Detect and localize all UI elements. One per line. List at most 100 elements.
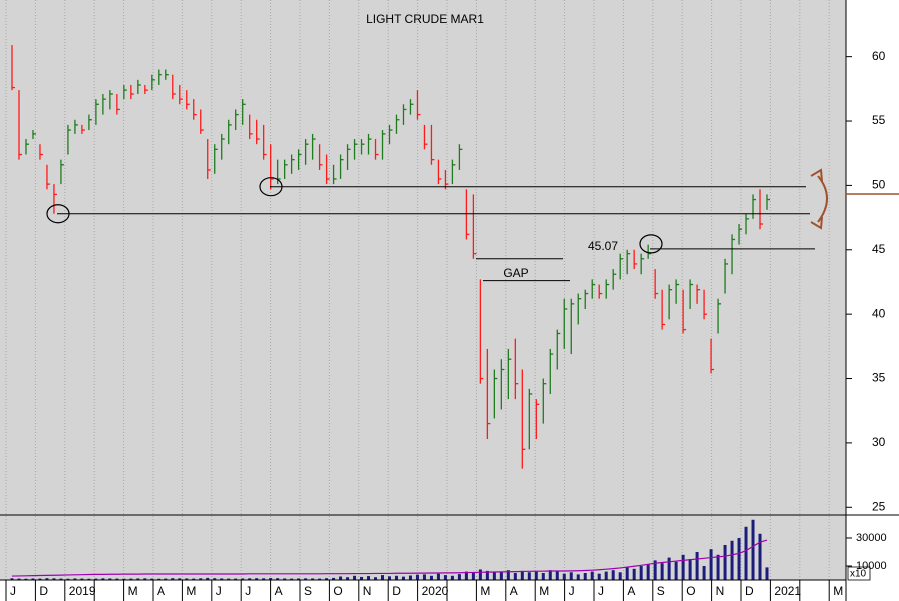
gap-annotation: GAP: [503, 266, 528, 280]
volume-bar: [457, 574, 461, 580]
volume-bar: [450, 575, 454, 580]
volume-bar: [192, 578, 196, 580]
y-tick-label: 55: [872, 113, 886, 127]
x-tick-label: M: [833, 584, 843, 598]
volume-bar: [143, 578, 147, 580]
x-tick-label: N: [716, 584, 725, 598]
volume-bar: [422, 574, 426, 580]
marks: [10, 45, 770, 580]
volume-bar: [527, 572, 531, 580]
volume-bar: [101, 578, 105, 580]
x-tick-label: A: [510, 584, 518, 598]
x-tick-label: J: [245, 584, 251, 598]
volume-bar: [283, 578, 287, 580]
volume-bar: [24, 578, 28, 580]
volume-bar: [408, 575, 412, 580]
volume-bar: [73, 578, 77, 580]
volume-bar: [464, 571, 468, 580]
volume-average: [11, 539, 768, 577]
volume-bar: [639, 565, 643, 580]
volume-bar: [555, 570, 559, 580]
x-tick-label: M: [186, 584, 196, 598]
volume-bar: [611, 570, 615, 580]
x-tick-label: S: [304, 584, 312, 598]
x-tick-label: J: [598, 584, 604, 598]
x-tick-label: M: [480, 584, 490, 598]
level-circle: [639, 234, 663, 254]
volume-bar: [164, 578, 168, 580]
y-tick-label: 60: [872, 49, 886, 63]
x-tick-label: N: [363, 584, 372, 598]
x-tick-label: D: [39, 584, 48, 598]
volume-bar: [360, 576, 364, 580]
volume-bar: [646, 564, 650, 580]
x-tick-label: M: [539, 584, 549, 598]
volume-bar: [513, 572, 517, 580]
volume-bar: [297, 578, 301, 580]
volume-bar: [262, 578, 266, 580]
volume-bar: [548, 570, 552, 580]
volume-bar: [583, 572, 587, 580]
volume-bar: [157, 578, 161, 580]
volume-bar: [381, 575, 385, 580]
volume-bar: [478, 569, 482, 580]
x-tick-label: O: [333, 584, 342, 598]
volume-bar: [625, 567, 629, 580]
grid: [5, 0, 830, 580]
x-tick-label: J: [216, 584, 222, 598]
volume-bar: [541, 572, 545, 580]
volume-bar: [667, 557, 671, 580]
level-circle: [259, 177, 283, 197]
volume-bar: [576, 574, 580, 580]
volume-bar: [241, 578, 245, 580]
volume-bar: [758, 533, 762, 580]
volume-bar: [311, 578, 315, 580]
x-tick-label: D: [392, 584, 401, 598]
volume-bar: [436, 573, 440, 580]
volume-bar: [695, 551, 699, 580]
volume-bar: [234, 578, 238, 580]
y-tick-label: 50: [872, 178, 886, 192]
level-circle: [46, 204, 70, 224]
volume-bar: [136, 578, 140, 580]
x-tick-label: M: [128, 584, 138, 598]
volume-bar: [681, 554, 685, 580]
volume-bar: [415, 574, 419, 580]
volume-bar: [66, 578, 70, 580]
range-arrow: [817, 175, 828, 223]
level-label: 45.07: [588, 239, 618, 253]
volume-bar: [471, 572, 475, 580]
volume-bar: [401, 576, 405, 580]
volume-bar: [597, 573, 601, 580]
volume-bar: [80, 578, 84, 580]
volume-bar: [499, 571, 503, 580]
arrow-head: [810, 216, 823, 230]
y-tick-label: 35: [872, 371, 886, 385]
volume-bar: [185, 578, 189, 580]
volume-bar: [206, 577, 210, 580]
x-tick-label: 2019: [69, 584, 96, 598]
x-tick-label: 2021: [774, 584, 801, 598]
volume-bar: [325, 578, 329, 580]
volume-bar: [346, 577, 350, 580]
volume-bar: [171, 578, 175, 580]
axis-background: [846, 0, 899, 601]
volume-bar: [569, 572, 573, 580]
volume-bar: [199, 578, 203, 580]
volume-bar: [660, 563, 664, 580]
volume-bar: [150, 578, 154, 580]
volume-bar: [604, 571, 608, 580]
volume-bar: [10, 578, 14, 580]
volume-bar: [590, 571, 594, 580]
x-tick-label: A: [627, 584, 635, 598]
volume-bar: [737, 537, 741, 580]
volume-bar: [492, 572, 496, 580]
volume-bar: [744, 526, 748, 580]
volume-bar: [339, 576, 343, 580]
x-tick-label: S: [657, 584, 665, 598]
volume-bar: [38, 578, 42, 580]
volume-bar: [115, 578, 119, 580]
y-tick-label: 30000: [856, 532, 887, 544]
volume-bar: [506, 570, 510, 580]
